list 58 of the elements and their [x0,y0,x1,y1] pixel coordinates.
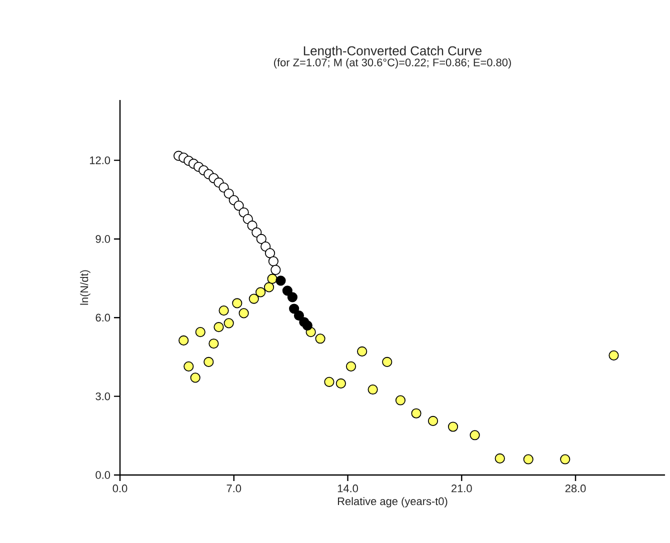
x-tick-label: 0.0 [112,484,128,492]
chart-title: Length-Converted Catch Curve [304,46,482,58]
point [289,304,300,314]
point [315,334,326,344]
point [264,282,274,292]
point [214,322,224,332]
point [190,372,200,383]
y-tick-label: 3.0 [96,392,110,400]
point [208,338,219,349]
point [368,384,378,395]
point [195,327,206,338]
point [178,335,189,346]
y-tick-label: 12.0 [90,156,110,164]
x-tick-label: 7.0 [226,484,242,492]
x-tick-label: 14.0 [338,484,358,492]
point [428,416,438,426]
chart-subtitle: (for Z=1.07; M (at 30.6°C)=0.22; F=0.86; E=0.80) [274,58,511,68]
point [264,248,276,258]
point [224,318,234,328]
point [184,361,194,372]
y-axis-title: ln(N/dt) [80,270,90,305]
point [247,220,258,231]
x-tick-label: 21.0 [452,484,472,492]
point [238,308,249,318]
point [346,361,356,372]
point [204,356,214,368]
point [560,454,570,464]
point [287,292,298,302]
point [256,287,266,298]
point [302,320,312,331]
point [395,395,406,406]
point [268,256,278,266]
point [608,350,619,360]
point [336,378,346,389]
x-axis-title: Relative age (years-t0) [338,497,448,508]
point [218,306,229,316]
point [276,276,286,286]
y-tick-label: 6.0 [96,314,110,322]
point [324,376,334,387]
point [357,346,368,357]
point [411,408,422,418]
point [523,454,534,464]
point [470,430,480,440]
point [270,264,281,275]
point [382,356,392,368]
point [248,294,259,304]
point [224,188,234,199]
point [294,310,304,321]
point [282,286,292,296]
point [232,298,242,308]
y-tick-label: 0.0 [96,471,110,479]
point [494,453,505,464]
x-tick-label: 28.0 [565,484,586,492]
point [234,200,244,211]
point [267,274,278,284]
y-tick-label: 9.0 [96,235,110,243]
point [256,234,266,244]
point [448,422,458,432]
